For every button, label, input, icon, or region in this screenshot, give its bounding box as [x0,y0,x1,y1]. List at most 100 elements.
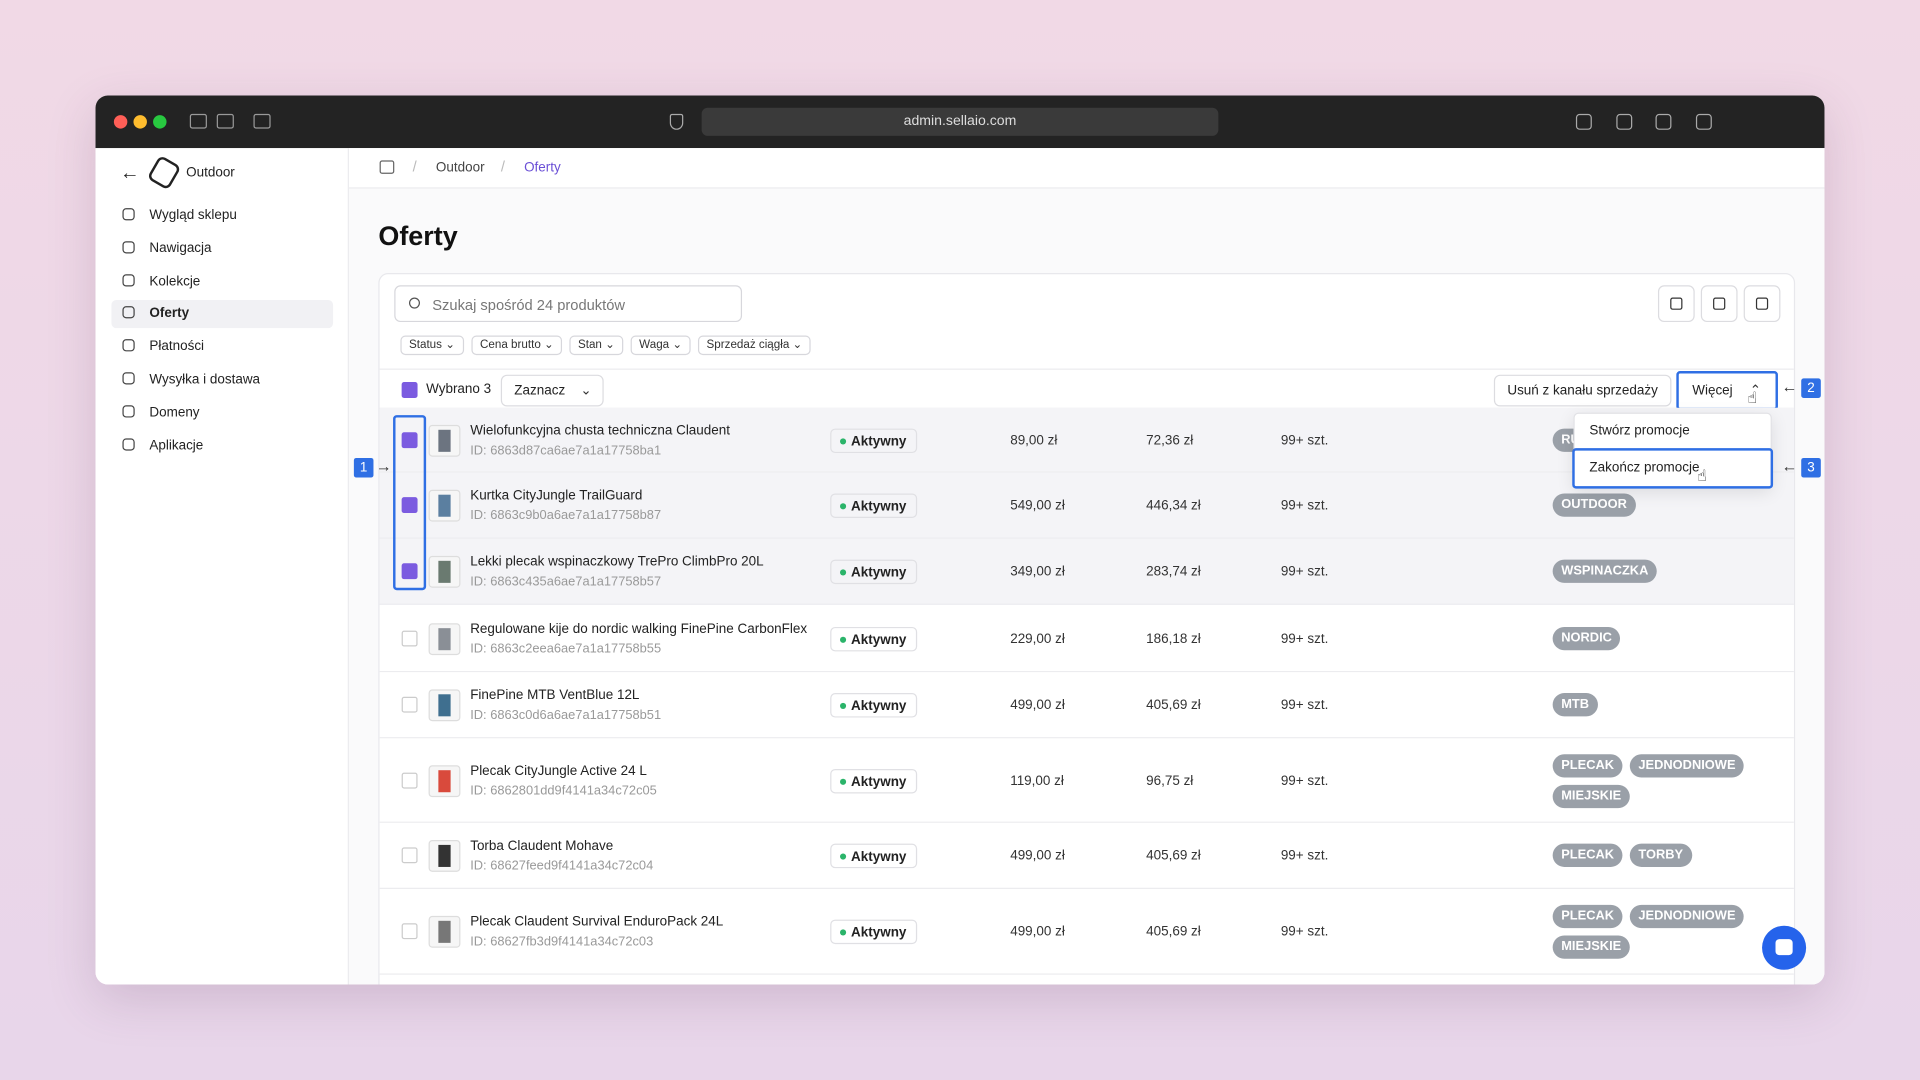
product-name[interactable]: FinePine MTB VentBlue 12L [470,688,640,703]
net-price: 72,36 zł [1146,432,1194,448]
window-control[interactable] [133,115,147,129]
row-checkbox[interactable] [401,772,418,788]
filter-chip[interactable]: Sprzedaż ciągła ⌄ [697,335,811,356]
chevron: ⌃ [1749,383,1762,398]
back-arrow[interactable]: ← [120,162,140,184]
search-input[interactable]: Szukaj spośród 24 produktów [394,285,743,323]
toolbar-icon-button[interactable] [1700,285,1738,323]
table-row[interactable]: Regulowane kije do nordic walking FinePi… [379,604,1794,673]
nav-label: Nawigacja [149,240,212,256]
table-row[interactable]: Wielofunkcyjna chusta techniczna Clauden… [379,407,1794,473]
tag: MIEJSKIE [1552,784,1630,808]
row-checkbox[interactable] [401,630,418,646]
icon [1713,297,1726,310]
status-label: Aktywny [851,925,907,941]
price: 549,00 zł [1010,498,1065,514]
price: 499,00 zł [1010,697,1065,713]
row-checkbox[interactable] [401,431,418,448]
stock: 99+ szt. [1280,631,1329,646]
product-thumbnail [428,840,461,872]
search-icon [408,297,420,309]
row-checkbox[interactable] [401,497,418,514]
nav-item[interactable]: Aplikacje [111,432,333,460]
window-control[interactable] [113,115,128,129]
product-name[interactable]: Wielofunkcyjna chusta techniczna Clauden… [470,423,731,438]
price: 229,00 zł [1010,631,1065,646]
icon [1670,297,1683,310]
table-row[interactable]: Lekki plecak wspinaczkowy TrePro ClimbPr… [379,538,1794,605]
nav-item[interactable]: Nawigacja [111,235,333,263]
cursor: ☝ [1697,466,1707,485]
forward-button[interactable] [253,113,271,129]
toolbar-button[interactable] [1695,113,1712,130]
tag: TORBY [1629,843,1692,867]
table-row[interactable]: FinePine MTB VentBlue 12L ID: 6863c0d6a6a… [379,672,1794,739]
nav-label: Oferty [149,306,190,322]
status-dot [840,778,847,785]
breadcrumb-item[interactable]: Outdoor [435,160,485,176]
row-checkbox[interactable] [401,847,418,864]
window-control[interactable] [153,115,167,129]
home-icon[interactable] [379,160,395,174]
menu-item-highlighted[interactable]: Zakończ promocje [1572,448,1774,489]
select-label: Zaznacz [514,383,566,398]
row-checkbox[interactable] [401,923,418,940]
nav-item[interactable]: Wygląd sklepu [111,202,333,230]
toolbar-icon-button[interactable] [1657,285,1695,323]
product-name[interactable]: Plecak CityJungle Active 24 L [470,763,647,779]
filter-label: Sprzedaż ciągła [706,337,790,352]
filter-chip[interactable]: Status ⌄ [400,335,464,356]
toolbar-icon-button[interactable] [1743,285,1781,323]
annotation-arrow: ← [1781,377,1798,396]
nav-item[interactable]: Oferty [111,300,334,329]
remove-button[interactable]: Usuń z kanału sprzedaży [1493,374,1672,407]
more-button[interactable]: Więcej ⌃ [1676,371,1778,411]
nav-icon [122,405,135,418]
price: 119,00 zł [1010,773,1064,788]
table-row[interactable]: Plecak Claudent Survival EnduroPack 24L I… [379,888,1794,975]
nav-item[interactable]: Wysyłka i dostawa [111,366,333,394]
chat-button[interactable] [1762,925,1807,970]
table-card: Szukaj spośród 24 produktów Status ⌄ Cena … [378,273,1796,985]
product-name[interactable]: Lekki plecak wspinaczkowy TrePro ClimbPr… [470,554,764,570]
row-checkbox[interactable] [401,696,418,713]
stock: 99+ szt. [1280,697,1329,713]
tag: NORDIC [1552,626,1621,650]
filter-chip[interactable]: Stan ⌄ [569,335,624,356]
nav-label: Płatności [149,339,205,355]
toolbar-button[interactable] [1575,113,1592,130]
table-row[interactable]: Kurtka CityJungle TrailGuard ID: 6863c9b0… [379,472,1794,539]
nav-item[interactable]: Kolekcje [111,268,333,296]
back-button[interactable] [216,113,234,129]
product-name[interactable]: Regulowane kije do nordic walking FinePi… [470,621,808,637]
address-bar[interactable]: admin.sellaio.com [701,107,1219,136]
table-row[interactable]: Torba Claudent Mohave ID: 68627feed9f4141… [379,822,1794,889]
select-all-checkbox[interactable] [401,382,418,398]
nav-item[interactable]: Płatności [111,333,333,361]
toolbar-button[interactable] [1616,113,1633,130]
menu-item-label: Zakończ promocje [1589,460,1700,476]
select-dropdown[interactable]: Zaznacz ⌄ [500,374,604,407]
row-checkbox[interactable] [401,563,418,580]
net-price: 186,18 zł [1146,631,1201,646]
product-name[interactable]: Kurtka CityJungle TrailGuard [470,488,643,504]
nav-icon [122,240,135,254]
filter-chip[interactable]: Cena brutto ⌄ [471,335,563,356]
product-thumbnail [428,764,461,797]
product-name[interactable]: Torba Claudent Mohave [470,838,614,854]
product-name[interactable]: Plecak Claudent Survival EnduroPack 24L [470,914,724,930]
browser-window: admin.sellaio.com ← Outdoor Wygląd sklepu Na… [95,95,1825,985]
product-thumbnail [428,424,461,457]
filter-chip[interactable]: Waga ⌄ [630,335,691,356]
sidebar-toggle-button[interactable] [189,113,207,129]
table-row[interactable]: Plecak CityJungle Active 24 L ID: 6862801… [379,738,1794,823]
status-label: Aktywny [851,849,907,865]
store-name: Outdoor [186,165,235,180]
stock: 99+ szt. [1280,432,1329,448]
nav-item[interactable]: Domeny [111,399,333,427]
status-badge: Aktywny [830,768,918,793]
toolbar-button[interactable] [1655,113,1672,130]
remove-label: Usuń z kanału sprzedaży [1507,383,1658,398]
menu-item[interactable]: Stwórz promocje [1589,423,1690,439]
status-label: Aktywny [851,434,907,449]
